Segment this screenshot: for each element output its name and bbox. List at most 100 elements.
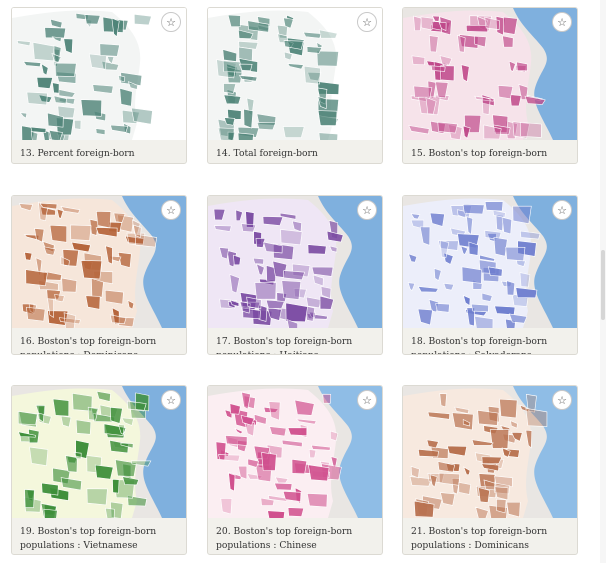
map-thumbnail: [403, 8, 577, 140]
scrollbar-thumb[interactable]: [601, 250, 605, 320]
map-region: [484, 16, 500, 30]
map-region: [434, 81, 449, 99]
map-region: [238, 301, 261, 309]
star-outline-icon[interactable]: ☆: [552, 390, 572, 410]
star-outline-icon[interactable]: ☆: [552, 12, 572, 32]
map-thumbnail-container[interactable]: [12, 8, 186, 140]
map-region: [474, 95, 495, 102]
map-region: [41, 482, 59, 496]
map-region: [318, 132, 339, 140]
map-region: [214, 225, 232, 232]
map-card[interactable]: ☆ 21. Boston's top foreign-born populatio…: [402, 385, 578, 555]
map-thumbnail: [403, 386, 577, 518]
map-region: [227, 131, 236, 140]
map-region: [26, 306, 46, 322]
map-region: [252, 257, 265, 265]
map-card[interactable]: ☆ 18. Boston's top foreign-born populatio…: [402, 195, 578, 355]
map-region: [117, 74, 126, 83]
card-caption: 18. Boston's top foreign-born population…: [411, 336, 548, 355]
map-region: [213, 208, 226, 221]
map-region: [512, 121, 530, 139]
map-region: [319, 295, 334, 310]
map-region: [287, 427, 308, 437]
map-region: [246, 296, 262, 310]
map-region: [229, 274, 240, 294]
map-region: [57, 88, 76, 98]
map-region: [104, 289, 124, 305]
map-region: [223, 117, 236, 126]
map-region: [505, 246, 526, 262]
map-card[interactable]: ☆ 13. Percent foreign-born: [11, 7, 187, 164]
map-thumbnail: [12, 196, 186, 328]
map-region: [109, 406, 123, 424]
map-thumbnail-container[interactable]: [403, 196, 577, 328]
scrollbar[interactable]: [600, 0, 606, 563]
map-card[interactable]: ☆ 15. Boston's top foreign-born populatio…: [402, 7, 578, 164]
map-region: [217, 127, 235, 140]
map-region: [229, 403, 241, 415]
map-region: [420, 16, 434, 31]
map-region: [281, 439, 303, 448]
map-region: [104, 507, 115, 518]
star-outline-icon[interactable]: ☆: [161, 12, 181, 32]
map-region: [113, 212, 126, 223]
map-region: [408, 253, 418, 263]
star-outline-icon[interactable]: ☆: [357, 200, 377, 220]
map-region: [109, 314, 127, 324]
map-region: [70, 224, 92, 241]
map-region: [266, 265, 277, 282]
map-card[interactable]: ☆ 17. Boston's top foreign-born populatio…: [207, 195, 383, 355]
star-outline-icon[interactable]: ☆: [552, 200, 572, 220]
map-region: [120, 72, 143, 86]
map-region: [49, 18, 63, 29]
map-region: [460, 64, 470, 83]
map-region: [75, 439, 90, 459]
card-caption: 19. Boston's top foreign-born population…: [20, 526, 157, 551]
map-region: [493, 237, 508, 257]
map-region: [446, 445, 468, 457]
map-region: [110, 124, 129, 133]
map-region: [238, 75, 258, 82]
map-region: [525, 429, 533, 449]
map-region: [71, 241, 91, 253]
map-region: [497, 85, 514, 100]
map-card[interactable]: ☆ 19. Boston's top foreign-born populatio…: [11, 385, 187, 555]
map-region: [457, 34, 466, 53]
map-region: [32, 41, 55, 62]
map-region: [287, 507, 305, 517]
map-thumbnail-container[interactable]: [12, 196, 186, 328]
map-thumbnail-container[interactable]: [208, 386, 382, 518]
star-outline-icon[interactable]: ☆: [161, 390, 181, 410]
map-thumbnail-container[interactable]: [403, 386, 577, 518]
map-thumbnail: [403, 196, 577, 328]
map-region: [274, 476, 289, 484]
map-thumbnail-container[interactable]: [12, 386, 186, 518]
map-region: [115, 459, 137, 477]
map-thumbnail-container[interactable]: [208, 8, 382, 140]
map-region: [19, 112, 28, 119]
water-area: [122, 8, 186, 140]
map-region: [440, 492, 456, 506]
map-region: [439, 240, 450, 259]
star-outline-icon[interactable]: ☆: [357, 390, 377, 410]
map-region: [61, 277, 78, 293]
map-region: [54, 62, 77, 77]
map-region: [492, 209, 506, 218]
map-thumbnail-container[interactable]: [403, 8, 577, 140]
map-region: [502, 35, 514, 48]
map-region: [247, 20, 270, 33]
map-region: [26, 91, 48, 106]
map-card[interactable]: ☆ 20. Boston's top foreign-born populatio…: [207, 385, 383, 555]
map-region: [470, 303, 489, 313]
map-region: [501, 216, 512, 235]
star-outline-icon[interactable]: ☆: [161, 200, 181, 220]
map-region: [91, 277, 104, 298]
map-region: [241, 391, 251, 410]
map-thumbnail-container[interactable]: [208, 196, 382, 328]
star-outline-icon[interactable]: ☆: [357, 12, 377, 32]
map-region: [318, 29, 338, 39]
map-region: [526, 393, 537, 413]
map-card[interactable]: ☆ 16. Boston's top foreign-born populatio…: [11, 195, 187, 355]
map-card[interactable]: ☆ 14. Total foreign-born: [207, 7, 383, 164]
map-region: [276, 24, 288, 39]
